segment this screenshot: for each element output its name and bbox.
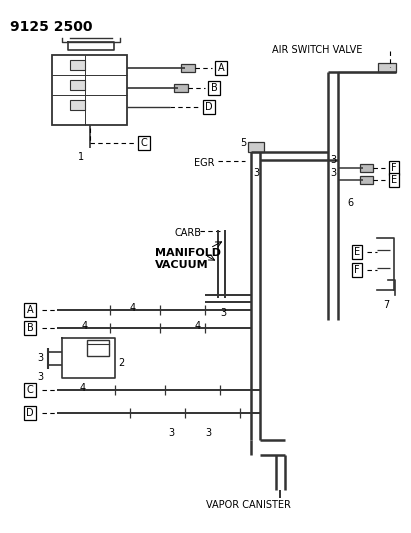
- Text: 3: 3: [253, 168, 259, 178]
- Bar: [181, 64, 195, 72]
- Bar: [378, 63, 396, 72]
- Text: 4: 4: [195, 321, 201, 331]
- Text: B: B: [210, 83, 217, 93]
- Text: 4: 4: [80, 383, 86, 393]
- Text: E: E: [354, 247, 360, 257]
- Text: MANIFOLD: MANIFOLD: [155, 248, 221, 258]
- Text: 5: 5: [240, 138, 246, 148]
- Text: 3: 3: [37, 353, 43, 363]
- Text: 3: 3: [37, 372, 43, 382]
- Bar: [87, 340, 109, 356]
- Text: 4: 4: [82, 321, 88, 331]
- Text: 3: 3: [330, 155, 336, 165]
- Text: 3: 3: [205, 428, 211, 438]
- Text: C: C: [141, 138, 148, 148]
- Bar: [70, 80, 85, 90]
- Text: B: B: [27, 323, 33, 333]
- Text: VACUUM: VACUUM: [155, 260, 209, 270]
- Text: F: F: [391, 163, 397, 173]
- Text: VAPOR CANISTER: VAPOR CANISTER: [206, 500, 291, 510]
- Bar: [360, 164, 373, 172]
- Text: 3: 3: [220, 308, 226, 318]
- Text: 2: 2: [118, 358, 124, 368]
- Text: D: D: [205, 102, 213, 112]
- Bar: [52, 55, 127, 125]
- Bar: [70, 100, 85, 110]
- Text: AIR SWITCH VALVE: AIR SWITCH VALVE: [272, 45, 363, 55]
- Bar: [174, 84, 188, 92]
- Text: 4: 4: [130, 303, 136, 313]
- Text: A: A: [27, 305, 33, 315]
- Text: CARB: CARB: [174, 228, 201, 238]
- Text: 9125 2500: 9125 2500: [10, 20, 92, 34]
- Text: A: A: [218, 63, 224, 73]
- Text: 7: 7: [383, 300, 389, 310]
- Text: 6: 6: [347, 198, 353, 208]
- Bar: [70, 60, 85, 70]
- Text: 1: 1: [78, 152, 84, 162]
- Text: C: C: [27, 385, 33, 395]
- Text: F: F: [354, 265, 360, 275]
- Text: 3: 3: [330, 168, 336, 178]
- Bar: [360, 176, 373, 184]
- Text: 3: 3: [168, 428, 174, 438]
- Bar: [248, 142, 264, 152]
- Text: D: D: [26, 408, 34, 418]
- Text: EGR: EGR: [194, 158, 215, 168]
- Text: E: E: [391, 175, 397, 185]
